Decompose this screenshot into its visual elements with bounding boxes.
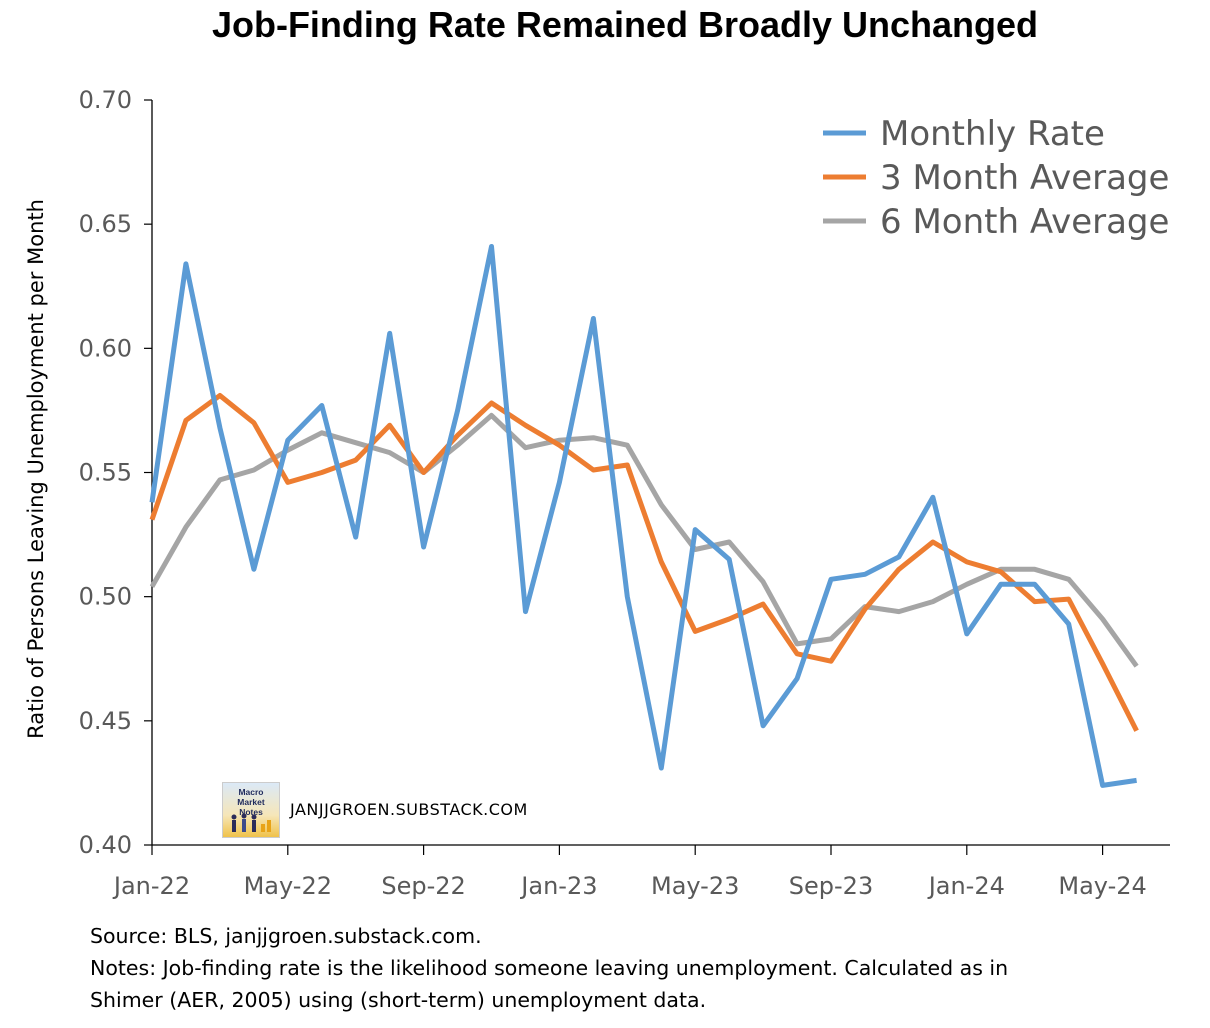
x-tick-label: Sep-23 xyxy=(789,872,873,900)
chart-series xyxy=(149,244,1139,788)
legend-label-3-month-average: 3 Month Average xyxy=(880,158,1169,198)
y-tick-label: 0.70 xyxy=(79,86,132,114)
chart-title: Job-Finding Rate Remained Broadly Unchan… xyxy=(211,4,1039,45)
series-line-monthly-rate xyxy=(149,244,1137,788)
x-tick-label: May-24 xyxy=(1058,872,1146,900)
notes-line-1: Notes: Job-finding rate is the likelihoo… xyxy=(90,956,1009,980)
macro-market-notes-logo: Macro Market Notes xyxy=(222,782,280,838)
notes-line-2: Shimer (AER, 2005) using (short-term) un… xyxy=(90,988,707,1012)
x-tick-label: Jan-24 xyxy=(927,872,1005,900)
x-axis-ticks: Jan-22 May-22 Sep-22 Jan-23 May-23 Sep-23 Jan-… xyxy=(112,845,1147,900)
logo-text: Macro Market Notes xyxy=(237,787,265,817)
series-line-6-month-average xyxy=(149,412,1139,668)
x-tick-label: Jan-22 xyxy=(112,872,190,900)
series-line-3-month-average xyxy=(149,393,1139,732)
y-tick-label: 0.55 xyxy=(79,459,132,487)
y-tick-label: 0.65 xyxy=(79,210,132,238)
x-tick-label: May-22 xyxy=(244,872,332,900)
watermark-url: JANJJGROEN.SUBSTACK.COM xyxy=(290,800,528,819)
source-note: Source: BLS, janjjgroen.substack.com. xyxy=(90,924,482,948)
x-tick-label: Jan-23 xyxy=(519,872,597,900)
x-tick-label: Sep-22 xyxy=(381,872,465,900)
y-tick-label: 0.60 xyxy=(79,334,132,362)
x-tick-label: May-23 xyxy=(651,872,739,900)
logo-figures-icon xyxy=(231,813,271,832)
y-axis-title: Ratio of Persons Leaving Unemployment pe… xyxy=(24,199,48,739)
y-tick-label: 0.45 xyxy=(79,707,132,735)
legend-label-6-month-average: 6 Month Average xyxy=(880,202,1169,242)
legend-label-monthly-rate: Monthly Rate xyxy=(880,114,1105,154)
y-axis-ticks: 0.40 0.45 0.50 0.55 0.60 0.65 0.70 xyxy=(79,86,152,859)
y-tick-label: 0.50 xyxy=(79,583,132,611)
y-tick-label: 0.40 xyxy=(79,831,132,859)
